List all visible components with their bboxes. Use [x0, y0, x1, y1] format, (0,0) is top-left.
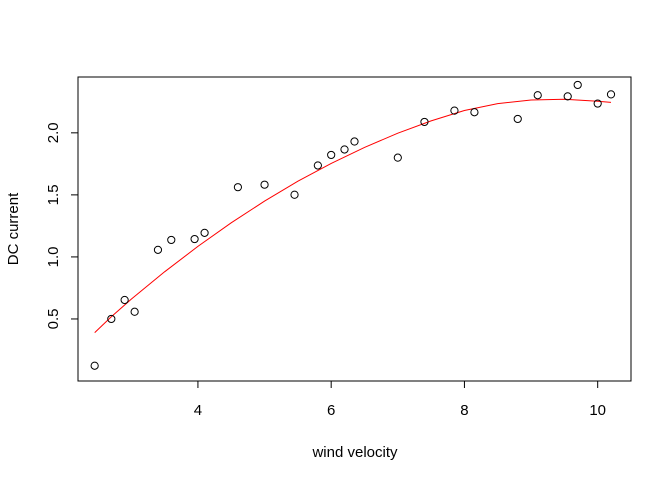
data-point — [450, 106, 459, 115]
data-point — [290, 190, 299, 199]
x-axis: 4 6 8 10 — [194, 380, 606, 419]
x-tick-label: 10 — [589, 402, 606, 419]
data-point — [313, 161, 322, 170]
data-point — [593, 99, 602, 108]
y-tick-label: 2.0 — [45, 122, 62, 143]
y-tick-label: 1.5 — [45, 184, 62, 205]
data-point — [90, 361, 99, 370]
data-point — [167, 235, 176, 245]
x-axis-label: wind velocity — [311, 444, 398, 461]
data-point — [573, 80, 582, 90]
y-tick-label: 0.5 — [45, 309, 62, 330]
data-point — [393, 153, 402, 162]
data-point — [563, 92, 572, 101]
data-point — [153, 245, 163, 254]
y-tick-label: 1.0 — [45, 246, 62, 267]
data-point — [513, 114, 522, 124]
data-point — [340, 145, 349, 154]
x-tick-label: 8 — [460, 402, 468, 419]
plot-frame — [77, 76, 632, 382]
data-point — [190, 234, 199, 244]
data-point — [260, 180, 269, 189]
points-layer — [90, 80, 616, 370]
data-point — [327, 150, 336, 160]
data-point — [350, 137, 359, 146]
data-point — [533, 91, 542, 100]
data-point — [120, 295, 129, 305]
data-point — [107, 314, 116, 324]
fit-line — [94, 98, 612, 333]
y-axis-label: DC current — [5, 192, 22, 265]
fit-line-layer — [94, 98, 612, 333]
data-point — [420, 117, 429, 127]
data-point — [470, 108, 479, 117]
data-point — [606, 90, 616, 99]
x-tick-label: 4 — [194, 402, 202, 419]
data-point — [200, 228, 209, 237]
x-tick-label: 6 — [327, 402, 335, 419]
data-point — [233, 183, 243, 192]
y-axis: 0.5 1.0 1.5 2.0 — [45, 122, 79, 330]
data-point — [130, 307, 139, 316]
